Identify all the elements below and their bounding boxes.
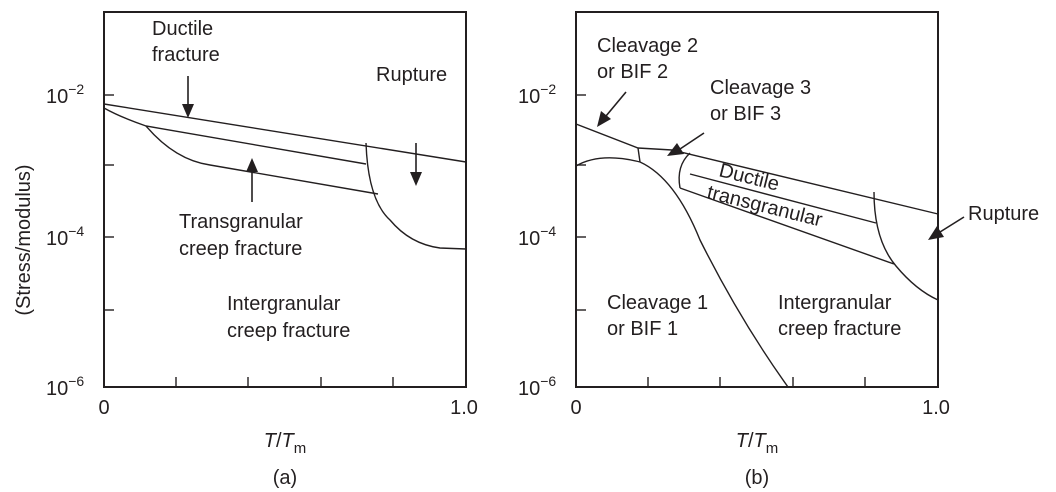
panel-a-ytick-label-3: 10−6 [46,373,84,400]
panel-a-ytick-label-2: 10−4 [46,223,84,250]
panel-a-x-axis-title: T/Tm [264,430,307,457]
panel-b-ytick-label-1: 10−2 [518,81,556,108]
panel-a-frame [103,11,467,388]
panel-b-x-axis-title: T/Tm [736,430,779,457]
panel-b-intergranular-label: Intergranular creep fracture [778,292,901,340]
panel-a-rupture-boundary [365,142,467,250]
panel-b-cleavage3-boundary [678,152,691,189]
panel-b: 10−2 10−4 10−6 0 1.0 T/Tm (b) [518,11,1039,489]
panel-a-rupture-arrow-head [410,172,422,186]
panel-b-rupture-arrow-line [939,216,965,233]
panel-b-transgranular-boundary [689,173,877,224]
panel-b-cleavage3-arrow-line [679,132,705,150]
panel-a: 10−2 10−4 10−6 0 1.0 T/Tm (a) Ductile [46,11,478,489]
panel-a-ductile-arrow-head [182,104,194,118]
panel-a-xtick-label-0: 0 [98,397,109,419]
panel-b-xtick-label-0: 0 [570,397,581,419]
panel-a-label: (a) [273,467,297,489]
panel-a-intergranular-label: Intergranular creep fracture [227,293,350,342]
panel-a-ductile-boundary [103,103,467,163]
panel-a-xtick-label-1: 1.0 [450,397,478,419]
y-axis-title: (Stress/modulus) [13,164,35,315]
panel-b-intergranular-boundary [679,187,895,265]
panel-a-ductile-label: Ductile fracture [152,18,220,66]
panel-a-transgranular-intergranular-boundary [145,125,379,195]
panel-a-rupture-label: Rupture [376,64,447,86]
panel-a-transgranular-arrow-head [246,158,258,172]
panel-b-cleavage2-label: Cleavage 2 or BIF 2 [597,35,704,83]
panel-a-ductile-transgranular-boundary [103,107,367,165]
panel-b-cleavage2-boundary [575,123,939,215]
panel-b-xtick-label-1: 1.0 [922,397,950,419]
panel-b-label: (b) [745,467,769,489]
panel-b-cleavage2-lower-boundary [637,147,641,163]
panel-b-cleavage3-label: Cleavage 3 or BIF 3 [710,77,817,125]
panel-b-cleavage1-label: Cleavage 1 or BIF 1 [607,292,714,340]
panel-a-transgranular-label: Transgranular creep fracture [179,211,308,260]
panel-b-cleavage2-arrow-line [605,91,627,117]
panel-b-rupture-arrow-head [928,226,944,240]
panel-b-ytick-label-2: 10−4 [518,223,556,250]
panel-a-ytick-label-1: 10−2 [46,81,84,108]
panel-b-rupture-boundary [873,191,939,301]
panel-b-ytick-label-3: 10−6 [518,373,556,400]
panel-b-rupture-label: Rupture [968,203,1039,225]
panel-b-cleavage2-arrow-head [597,111,611,127]
panel-b-cleavage1-boundary [575,157,789,388]
panel-b-frame [575,11,939,388]
panel-b-cleavage3-arrow-head [667,143,684,156]
